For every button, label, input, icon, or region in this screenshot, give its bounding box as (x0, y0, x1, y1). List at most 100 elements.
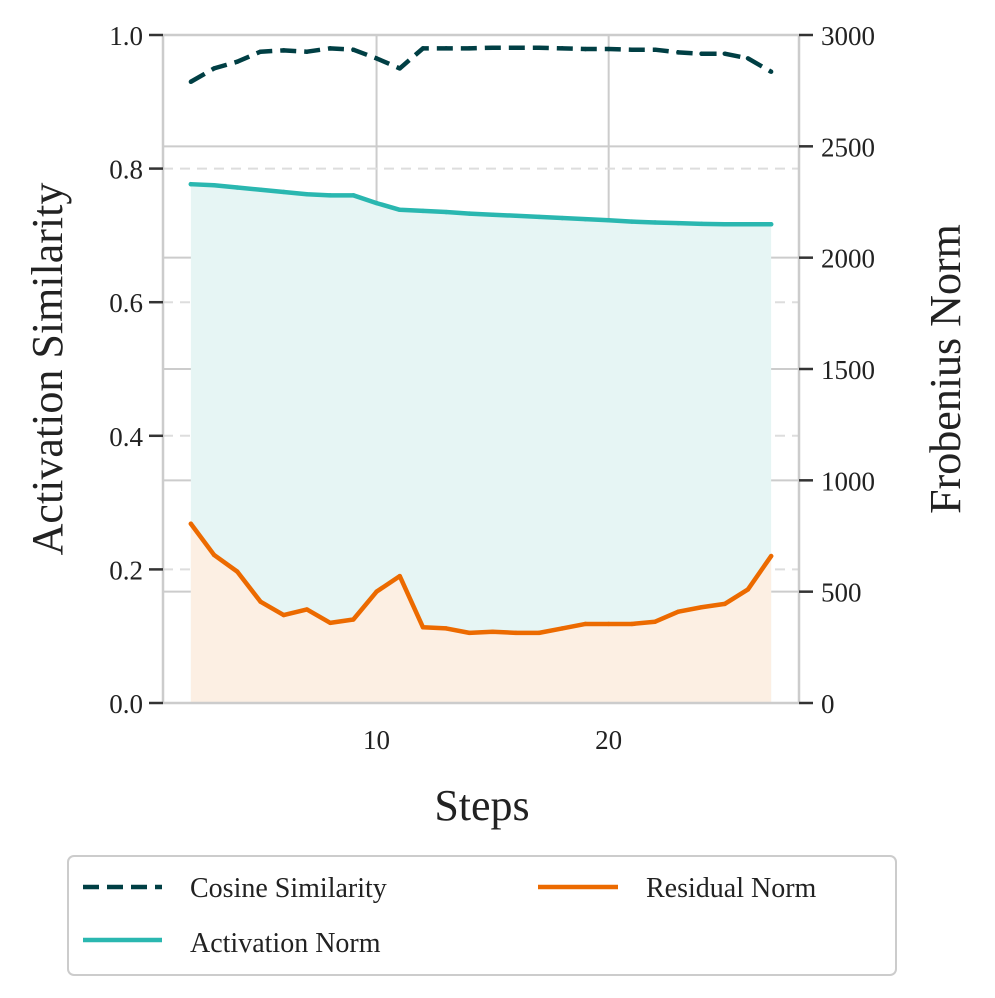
residual-norm-point-15 (490, 629, 495, 634)
cosine-similarity-point-12 (420, 46, 426, 51)
cosine-similarity-point-27 (768, 69, 774, 74)
activation-norm-point-18 (560, 215, 565, 221)
cosine-similarity-point-23 (676, 50, 681, 55)
activation-norm-point-14 (467, 211, 472, 216)
left-tick-label-0.8: 0.8 (109, 155, 143, 185)
activation-norm-point-4 (235, 185, 240, 190)
right-tick-label-500: 500 (821, 578, 862, 608)
activation-norm-point-12 (420, 208, 426, 214)
activation-norm-point-3 (211, 183, 217, 188)
activation-norm-point-21 (629, 219, 635, 224)
cosine-similarity-point-6 (281, 48, 286, 53)
cosine-similarity-point-11 (397, 66, 402, 71)
residual-norm-point-23 (676, 609, 681, 614)
cosine-similarity-point-24 (699, 51, 704, 56)
activation-norm-point-17 (536, 214, 542, 220)
activation-norm-point-8 (327, 193, 333, 198)
residual-norm-line (188, 521, 774, 636)
cosine-similarity-point-16 (513, 45, 519, 50)
cosine-similarity-point-25 (722, 51, 727, 56)
residual-norm-point-21 (629, 621, 635, 627)
cosine-similarity-point-2 (188, 79, 194, 84)
cosine-similarity-point-15 (490, 45, 495, 50)
activation-norm-point-2 (188, 181, 194, 187)
residual-norm-point-25 (722, 601, 727, 607)
residual-norm-point-27 (768, 553, 774, 559)
cosine-similarity-point-3 (211, 66, 217, 71)
cosine-similarity-point-13 (443, 46, 449, 51)
cosine-similarity-point-21 (629, 47, 635, 52)
activation-norm-point-25 (722, 222, 727, 227)
activation-norm-point-10 (374, 200, 379, 206)
left-axis-title: Activation Similarity (23, 183, 72, 556)
activation-norm-point-6 (281, 189, 286, 195)
activation-norm-point-27 (768, 222, 774, 227)
cosine-similarity-point-9 (351, 47, 356, 52)
cosine-similarity-line (189, 45, 773, 84)
fill-layer (190, 184, 772, 704)
right-tick-label-2000: 2000 (821, 244, 875, 274)
activation-norm-point-24 (699, 221, 704, 227)
activation-norm-area (190, 184, 772, 704)
legend-label-cosine: Cosine Similarity (190, 873, 387, 904)
activation-norm-point-22 (652, 220, 658, 225)
left-tick-label-0.6: 0.6 (109, 288, 143, 318)
legend-label-activation: Activation Norm (190, 928, 381, 959)
residual-norm-point-13 (443, 626, 449, 631)
residual-norm-point-14 (467, 630, 472, 636)
line-layer (188, 45, 774, 636)
activation-norm-point-13 (443, 209, 449, 215)
residual-norm-point-19 (583, 621, 588, 627)
residual-norm-point-17 (536, 630, 542, 636)
residual-norm-point-5 (258, 599, 263, 604)
cosine-similarity-point-14 (467, 46, 472, 51)
left-tick-label-0.2: 0.2 (109, 555, 143, 585)
residual-norm-point-2 (188, 521, 194, 526)
right-tick-label-1500: 1500 (821, 355, 875, 385)
axes-layer (149, 33, 813, 705)
residual-norm-point-18 (560, 626, 565, 631)
left-tick-label-0: 0.0 (109, 689, 143, 719)
residual-norm-point-7 (304, 607, 310, 612)
activation-norm-point-11 (397, 207, 402, 212)
right-tick-label-3000: 3000 (821, 21, 875, 51)
residual-norm-point-24 (699, 605, 704, 610)
cosine-similarity-point-18 (560, 46, 565, 51)
cosine-similarity-point-20 (606, 46, 611, 52)
cosine-similarity-point-7 (304, 49, 310, 54)
residual-norm-point-6 (281, 612, 286, 618)
left-tick-label-0.4: 0.4 (109, 422, 143, 452)
cosine-similarity-point-8 (327, 46, 333, 51)
x-tick-label-20: 20 (595, 725, 622, 755)
residual-norm-point-9 (351, 617, 356, 622)
cosine-similarity-point-22 (652, 47, 658, 52)
cosine-similarity-point-4 (235, 59, 240, 64)
activation-norm-point-20 (606, 218, 611, 223)
legend-frame (67, 855, 897, 976)
residual-norm-point-8 (327, 620, 333, 626)
legend: Cosine Similarity Residual Norm Activati… (67, 855, 897, 976)
legend-label-residual: Residual Norm (646, 873, 817, 904)
residual-norm-point-3 (211, 552, 217, 558)
residual-norm-point-12 (420, 625, 426, 630)
residual-norm-point-26 (745, 587, 751, 592)
cosine-similarity-point-5 (258, 49, 263, 54)
residual-norm-point-10 (374, 589, 379, 594)
residual-norm-area (190, 523, 772, 703)
label-layer: 0.0 0.2 0.4 0.6 0.8 1.0 0 500 1000 1500 2000 2500 30… (109, 21, 875, 755)
x-axis-title: Steps (434, 781, 529, 830)
residual-norm-point-22 (652, 619, 658, 624)
activation-norm-point-16 (513, 213, 519, 219)
cosine-similarity-point-26 (745, 56, 751, 61)
activation-norm-point-7 (304, 192, 310, 197)
residual-norm-point-20 (606, 621, 611, 627)
activation-norm-point-15 (490, 212, 495, 217)
activation-norm-point-9 (351, 193, 356, 198)
right-axis-title: Frobenius Norm (921, 224, 970, 514)
cosine-similarity-point-17 (536, 45, 542, 50)
residual-norm-point-11 (397, 573, 402, 579)
x-tick-label-10: 10 (363, 725, 390, 755)
activation-norm-point-23 (676, 220, 681, 226)
cosine-similarity-point-19 (583, 46, 588, 52)
